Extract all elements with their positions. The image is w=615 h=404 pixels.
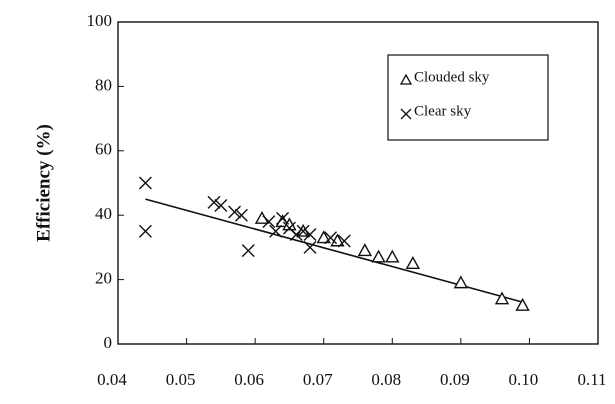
point xyxy=(316,230,331,244)
point xyxy=(228,205,242,219)
point xyxy=(207,195,221,209)
x-tick-label: 0.09 xyxy=(440,370,470,389)
y-tick-label: 0 xyxy=(104,333,113,352)
x-tick-label: 0.08 xyxy=(371,370,401,389)
point xyxy=(337,234,351,248)
point xyxy=(241,244,255,258)
point xyxy=(385,249,400,263)
point xyxy=(405,256,421,269)
y-tick-label: 40 xyxy=(95,204,112,223)
y-tick-label: 100 xyxy=(87,11,113,30)
point xyxy=(303,228,317,242)
point xyxy=(453,275,469,289)
x-tick-label: 0.07 xyxy=(303,370,333,389)
point xyxy=(289,228,303,242)
legend-marker xyxy=(400,108,412,120)
y-tick-label: 80 xyxy=(95,75,112,94)
y-tick-label: 60 xyxy=(95,140,112,159)
point xyxy=(371,249,386,263)
plot-frame xyxy=(117,21,599,345)
point xyxy=(276,211,290,225)
legend-label: Clouded sky xyxy=(414,69,490,85)
legend-box xyxy=(387,54,549,141)
point xyxy=(494,291,510,305)
x-tick-label: 0.11 xyxy=(577,370,606,389)
point xyxy=(357,243,373,257)
point xyxy=(515,297,530,311)
x-tick-label: 0.06 xyxy=(234,370,264,389)
x-tick-label: 0.04 xyxy=(97,370,127,389)
legend-label: Clear sky xyxy=(414,103,472,119)
point xyxy=(262,215,276,229)
point xyxy=(138,224,152,238)
point xyxy=(214,199,228,213)
y-tick-label: 20 xyxy=(95,269,112,288)
point xyxy=(254,210,270,224)
point xyxy=(296,224,310,238)
point xyxy=(269,224,283,238)
point xyxy=(330,233,345,247)
point xyxy=(138,176,152,190)
point xyxy=(234,208,248,222)
legend-marker xyxy=(399,73,413,85)
x-tick-label: 0.05 xyxy=(166,370,196,389)
y-axis-label: Efficiency (%) xyxy=(33,124,54,242)
point xyxy=(303,240,317,254)
x-tick-label: 0.10 xyxy=(509,370,539,389)
point xyxy=(324,231,338,245)
